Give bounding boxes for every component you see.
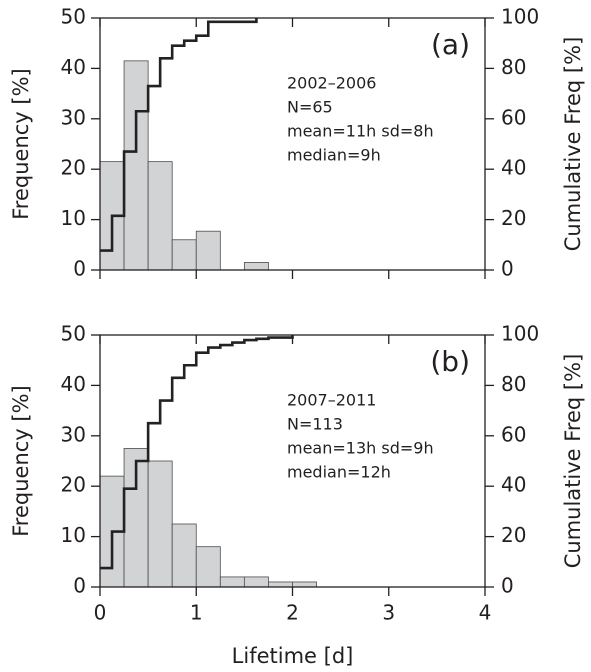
y2-tick-label: 20 bbox=[501, 206, 526, 230]
annotation: N=65 bbox=[287, 98, 333, 117]
bar bbox=[147, 161, 173, 271]
y2-tick-label: 60 bbox=[501, 422, 526, 446]
y-tick-label: 0 bbox=[73, 574, 86, 598]
y-axis-title: Frequency [%] bbox=[9, 68, 33, 220]
x-tick-label: 2 bbox=[286, 601, 299, 625]
y-axis-title: Frequency [%] bbox=[9, 385, 33, 537]
y-tick-label: 10 bbox=[61, 523, 86, 547]
x-axis-title: Lifetime [d] bbox=[232, 644, 354, 668]
cumulative-line bbox=[100, 18, 258, 252]
annotation: 2007–2011 bbox=[287, 391, 376, 410]
y2-tick-label: 0 bbox=[501, 574, 514, 598]
y-tick-label: 30 bbox=[61, 422, 86, 446]
y-tick-label: 50 bbox=[61, 5, 86, 29]
y2-tick-label: 100 bbox=[501, 322, 539, 346]
y-tick-label: 30 bbox=[61, 105, 86, 129]
y2-tick-label: 100 bbox=[501, 5, 539, 29]
y-tick-label: 20 bbox=[61, 156, 86, 180]
x-tick-label: 4 bbox=[479, 601, 492, 625]
y2-tick-label: 0 bbox=[501, 257, 514, 281]
bar bbox=[243, 576, 269, 588]
y-tick-label: 0 bbox=[73, 257, 86, 281]
y-tick-label: 50 bbox=[61, 322, 86, 346]
y-tick-label: 20 bbox=[61, 473, 86, 497]
bar bbox=[123, 60, 149, 271]
y2-tick-label: 40 bbox=[501, 156, 526, 180]
bar bbox=[292, 581, 317, 588]
bar bbox=[147, 460, 173, 588]
panel-label: (a) bbox=[431, 28, 470, 61]
y2-tick-label: 20 bbox=[501, 523, 526, 547]
annotation: mean=13h sd=9h bbox=[287, 439, 434, 458]
bar bbox=[195, 230, 221, 271]
y-tick-label: 10 bbox=[61, 206, 86, 230]
x-tick-label: 1 bbox=[190, 601, 203, 625]
annotation: mean=11h sd=8h bbox=[287, 122, 434, 141]
bar bbox=[171, 523, 197, 588]
annotation: median=9h bbox=[287, 146, 381, 165]
x-tick-label: 3 bbox=[382, 601, 395, 625]
y-tick-label: 40 bbox=[61, 372, 86, 396]
bar bbox=[243, 262, 269, 271]
x-tick-label: 0 bbox=[94, 601, 107, 625]
bar bbox=[171, 239, 197, 271]
bar bbox=[195, 546, 221, 588]
cumulative-line bbox=[100, 335, 294, 570]
y2-tick-label: 80 bbox=[501, 55, 526, 79]
y2-tick-label: 60 bbox=[501, 105, 526, 129]
y2-tick-label: 80 bbox=[501, 372, 526, 396]
y-tick-label: 40 bbox=[61, 55, 86, 79]
panel-label: (b) bbox=[430, 345, 470, 378]
y2-axis-title: Cumulative Freq [%] bbox=[561, 354, 585, 569]
annotation: 2002–2006 bbox=[287, 74, 376, 93]
y2-axis-title: Cumulative Freq [%] bbox=[561, 37, 585, 252]
bar bbox=[268, 581, 293, 588]
bar bbox=[219, 576, 245, 588]
annotation: median=12h bbox=[287, 463, 391, 482]
y2-tick-label: 40 bbox=[501, 473, 526, 497]
annotation: N=113 bbox=[287, 415, 343, 434]
